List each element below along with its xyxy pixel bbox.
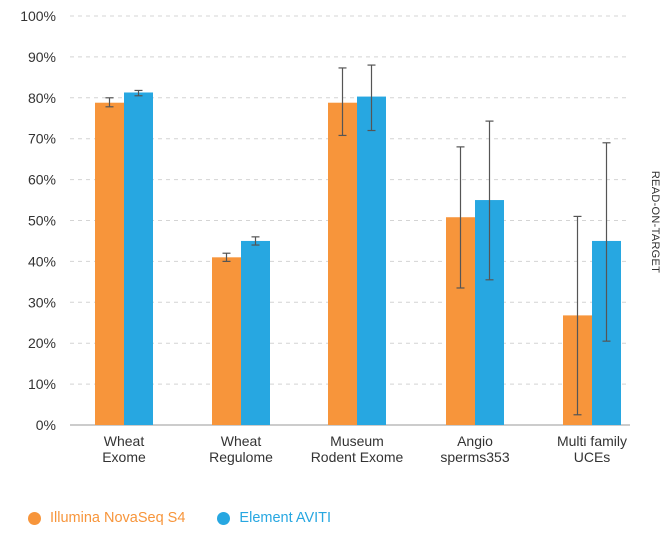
error-bar bbox=[338, 67, 347, 137]
x-axis-categories: Wheat Exome Wheat Regulome Museum Rodent Exom… bbox=[102, 433, 627, 465]
x-category-label: Angio sperms353 bbox=[440, 433, 509, 465]
y-tick-label: 70% bbox=[28, 131, 56, 147]
y-tick-label: 80% bbox=[28, 90, 56, 106]
error-bars bbox=[105, 64, 611, 416]
x-category-label: Wheat Regulome bbox=[209, 433, 273, 465]
y-tick-label: 20% bbox=[28, 335, 56, 351]
legend: Illumina NovaSeq S4 Element AVITI bbox=[28, 510, 363, 526]
bar-aviti bbox=[357, 96, 386, 425]
error-bar bbox=[367, 64, 376, 132]
y-tick-label: 50% bbox=[28, 213, 56, 229]
error-bar bbox=[602, 142, 611, 342]
x-category-label: Wheat Exome bbox=[102, 433, 146, 465]
bar-aviti bbox=[241, 240, 270, 425]
bar-aviti bbox=[124, 92, 153, 425]
y-axis-ticks: 0% 10% 20% 30% 40% 50% 60% 70% 80% 90% 100% bbox=[20, 8, 56, 433]
y-tick-label: 10% bbox=[28, 376, 56, 392]
y-tick-label: 100% bbox=[20, 8, 56, 24]
error-bar bbox=[251, 236, 260, 246]
legend-marker-illumina bbox=[28, 511, 41, 525]
y-tick-label: 0% bbox=[36, 417, 56, 433]
bar-illumina bbox=[328, 102, 357, 425]
bars bbox=[95, 92, 621, 425]
error-bar bbox=[485, 120, 494, 281]
bar-illumina bbox=[95, 102, 124, 425]
error-bar bbox=[456, 146, 465, 289]
legend-item-aviti: Element AVITI bbox=[217, 510, 331, 526]
error-bar bbox=[105, 97, 114, 108]
x-category-label: Multi family UCEs bbox=[557, 433, 627, 465]
x-category-label: Museum Rodent Exome bbox=[311, 433, 404, 465]
error-bar bbox=[222, 252, 231, 262]
bar-chart: 0% 10% 20% 30% 40% 50% 60% 70% 80% 90% 100% Wheat E… bbox=[20, 8, 661, 465]
y-tick-label: 90% bbox=[28, 49, 56, 65]
y-axis-label: READ-ON-TARGET bbox=[649, 171, 661, 273]
error-bar bbox=[134, 89, 143, 97]
legend-label-aviti: Element AVITI bbox=[239, 510, 332, 526]
legend-item-illumina: Illumina NovaSeq S4 bbox=[28, 510, 185, 526]
bar-illumina bbox=[212, 257, 241, 425]
y-tick-label: 30% bbox=[28, 294, 56, 310]
y-tick-label: 40% bbox=[28, 253, 56, 269]
error-bar bbox=[573, 215, 582, 416]
legend-marker-aviti bbox=[217, 511, 231, 525]
legend-label-illumina: Illumina NovaSeq S4 bbox=[50, 510, 186, 526]
y-tick-label: 60% bbox=[28, 172, 56, 188]
